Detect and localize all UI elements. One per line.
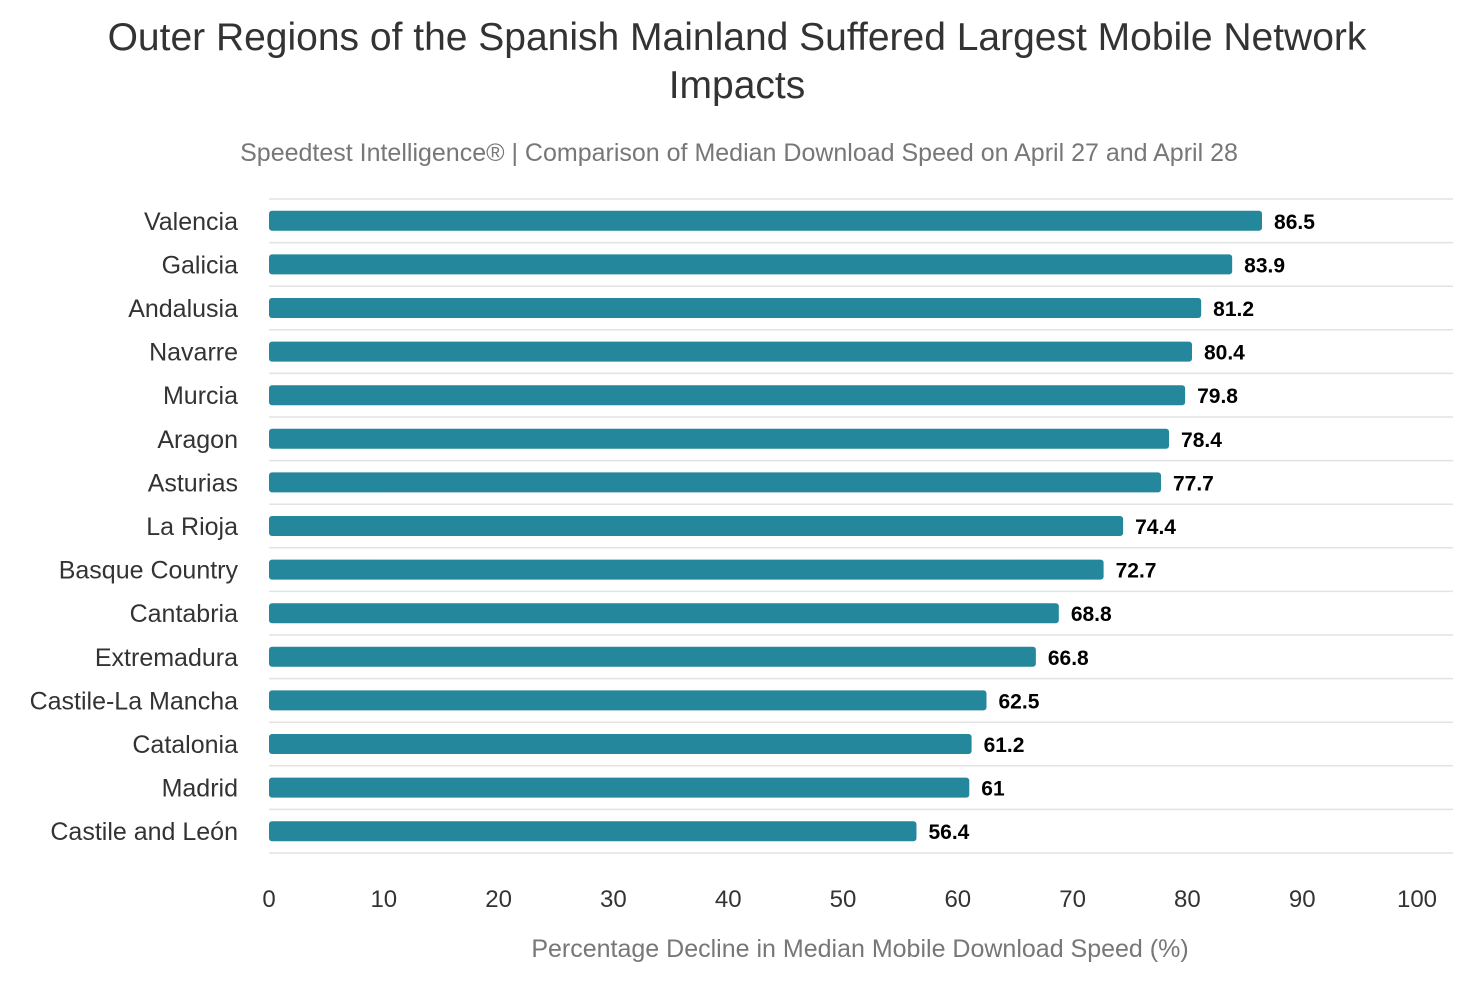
- value-labels: 86.5 83.9 81.2 80.4 79.8 78.4 77.7 74.4 72.768.8…: [928, 211, 1315, 844]
- bar: [269, 690, 987, 711]
- grid-lines: [269, 198, 1453, 854]
- bar: [269, 472, 1161, 493]
- x-tick-label: 30: [600, 886, 627, 913]
- value-label: 79.8: [1197, 385, 1238, 408]
- x-tick-label: 80: [1174, 886, 1201, 913]
- bars: [269, 210, 1263, 842]
- x-axis-ticks: 0 10 20 30 40 50 60 70 80 90 100: [262, 886, 1437, 913]
- category-label: Murcia: [163, 382, 238, 410]
- x-tick-label: 70: [1059, 886, 1086, 913]
- category-label: Castile and León: [50, 818, 238, 846]
- bar: [269, 254, 1233, 275]
- value-label: 77.7: [1173, 472, 1214, 495]
- category-label: Navarre: [149, 339, 238, 367]
- x-tick-label: 40: [715, 886, 742, 913]
- x-tick-label: 60: [944, 886, 971, 913]
- value-label: 61: [981, 778, 1005, 801]
- value-label: 78.4: [1181, 429, 1222, 452]
- x-tick-label: 90: [1289, 886, 1316, 913]
- category-label: Catalonia: [132, 731, 238, 759]
- category-label: Galicia: [162, 251, 239, 279]
- bar: [269, 734, 972, 754]
- value-label: 61.2: [984, 734, 1025, 757]
- x-tick-label: 50: [830, 886, 857, 913]
- bar: [269, 559, 1104, 580]
- value-label: 62.5: [999, 690, 1040, 713]
- category-label: Castile-La Mancha: [30, 687, 239, 715]
- value-label: 74.4: [1135, 516, 1176, 539]
- bar: [269, 603, 1059, 624]
- value-label: 56.4: [928, 821, 969, 844]
- category-label: Cantabria: [130, 600, 238, 628]
- category-label: Extremadura: [95, 644, 238, 672]
- chart-title: Outer Regions of the Spanish Mainland Su…: [107, 16, 1367, 107]
- value-label: 81.2: [1213, 298, 1254, 321]
- bar: [269, 298, 1202, 318]
- category-label: Asturias: [148, 469, 238, 497]
- bar: [269, 210, 1263, 231]
- category-label: Aragon: [157, 426, 238, 454]
- x-tick-label: 0: [262, 886, 275, 913]
- category-label: Andalusia: [128, 295, 238, 323]
- category-label: Madrid: [162, 775, 238, 803]
- x-tick-label: 10: [370, 886, 397, 913]
- bar: [269, 777, 970, 798]
- bar: [269, 821, 917, 842]
- category-label: Valencia: [144, 208, 238, 236]
- x-tick-label: 20: [485, 886, 512, 913]
- x-tick-label: 100: [1397, 886, 1437, 913]
- value-label: 66.8: [1048, 647, 1089, 670]
- value-label: 72.7: [1116, 560, 1157, 583]
- chart-subtitle: Speedtest Intelligence® | Comparison of …: [240, 139, 1238, 167]
- value-label: 68.8: [1071, 603, 1112, 626]
- bar: [269, 516, 1124, 536]
- value-label: 86.5: [1274, 211, 1315, 234]
- category-labels: Valencia Galicia Andalusia Navarre Murcia Ara…: [30, 208, 239, 846]
- bar: [269, 646, 1036, 667]
- bar: [269, 428, 1170, 449]
- category-label: Basque Country: [59, 557, 239, 585]
- value-label: 83.9: [1244, 254, 1285, 277]
- category-label: La Rioja: [146, 513, 238, 541]
- x-axis-title: Percentage Decline in Median Mobile Down…: [531, 935, 1188, 963]
- bar: [269, 341, 1192, 362]
- bar: [269, 385, 1186, 406]
- value-label: 80.4: [1204, 342, 1245, 365]
